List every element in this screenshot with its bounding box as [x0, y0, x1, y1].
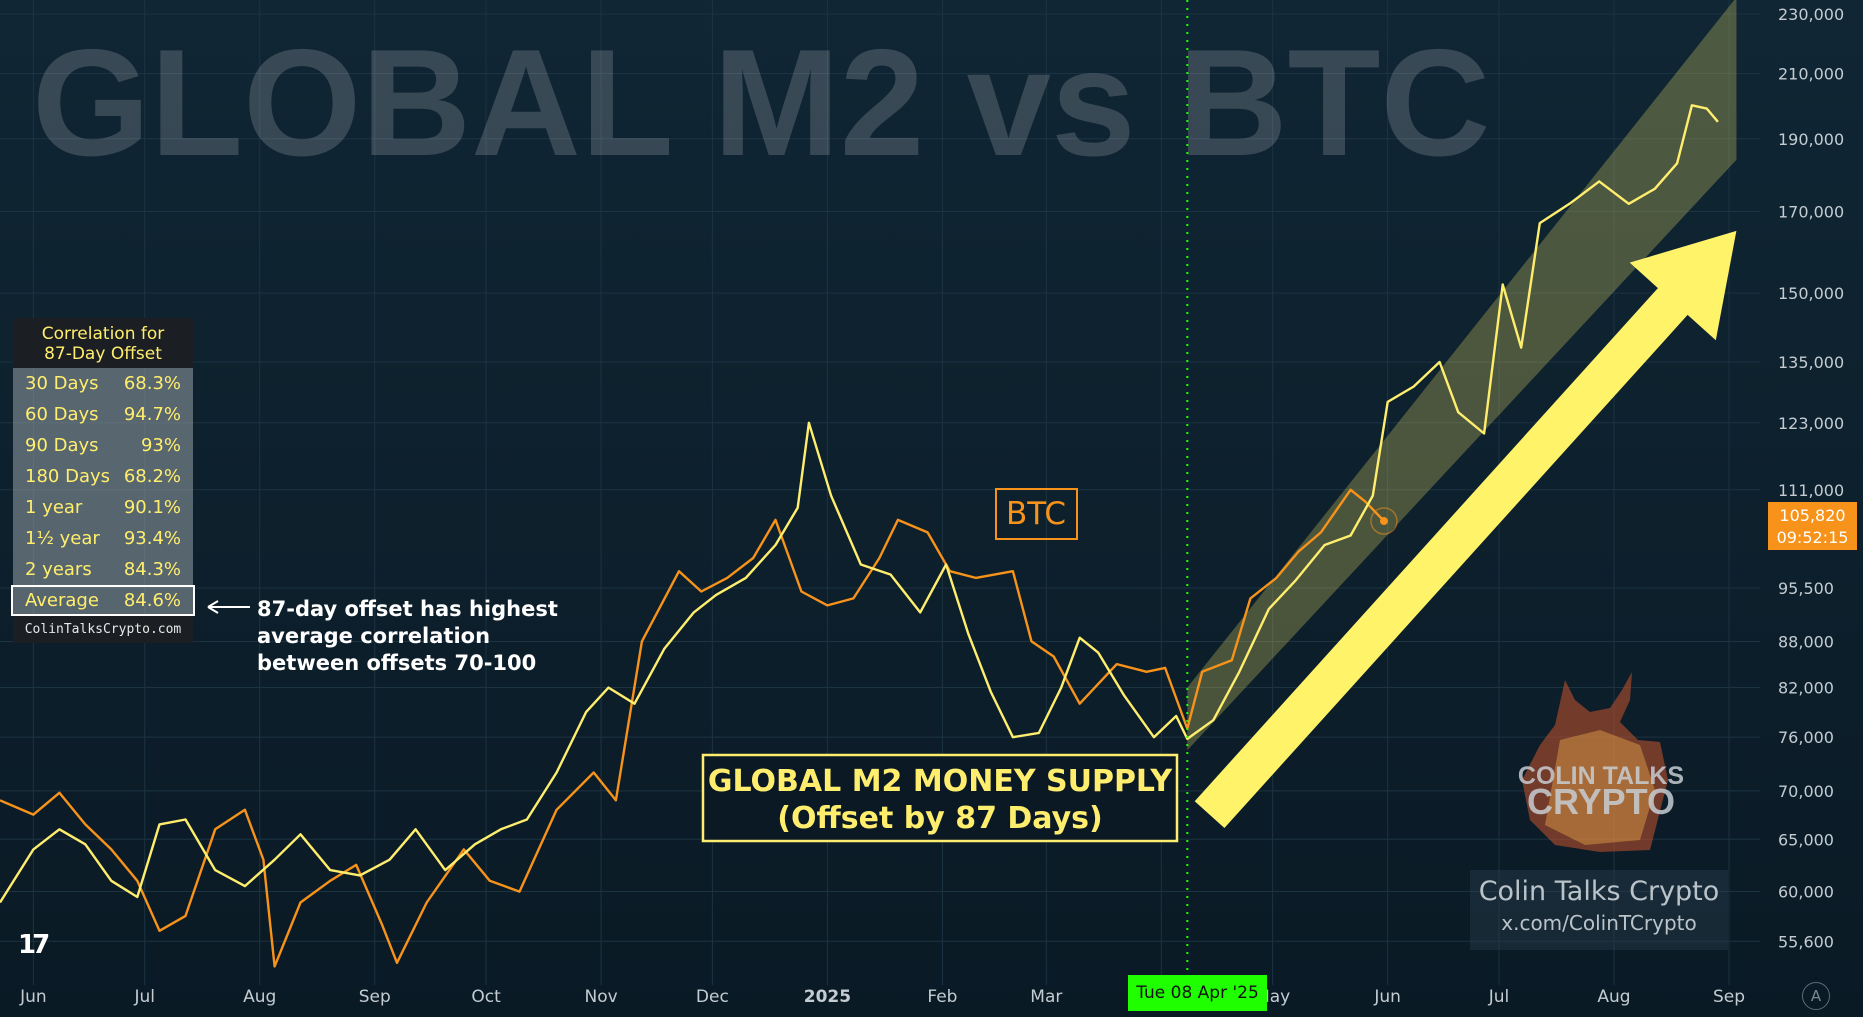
correlation-row: 90 Days 93%	[13, 430, 193, 461]
correlation-row: 180 Days 68.2%	[13, 461, 193, 492]
correlation-row-label: 180 Days	[25, 466, 110, 487]
y-tick-label: 82,000	[1778, 679, 1834, 698]
brand-handle[interactable]: x.com/ColinTCrypto	[1501, 911, 1697, 935]
x-tick-label: Jun	[19, 987, 47, 1007]
y-tick-label: 70,000	[1778, 782, 1834, 801]
note-arrow	[207, 600, 250, 614]
correlation-row-value: 68.3%	[123, 373, 181, 394]
x-tick-label: Aug	[1597, 987, 1630, 1007]
y-tick-label: 60,000	[1778, 883, 1834, 902]
last-price-value: 105,820	[1779, 506, 1846, 525]
auto-scale-button[interactable]: A	[1802, 982, 1830, 1010]
y-tick-label: 123,000	[1778, 414, 1844, 433]
y-tick-label: 210,000	[1778, 64, 1844, 83]
annotation-note-line1: 87-day offset has highest	[257, 597, 558, 621]
crosshair-date-label: Tue 08 Apr '25	[1128, 975, 1267, 1011]
correlation-row: 1 year 90.1%	[13, 492, 193, 523]
correlation-row-label: 1½ year	[25, 528, 100, 549]
brand-box: Colin Talks Crypto x.com/ColinTCrypto	[1470, 870, 1728, 950]
last-price-ring	[1370, 507, 1398, 535]
last-price-dot	[1379, 517, 1388, 526]
x-tick-label: Dec	[696, 987, 729, 1007]
btc-label-text: BTC	[1006, 496, 1066, 532]
x-tick-label: Nov	[584, 987, 617, 1007]
y-tick-label: 190,000	[1778, 130, 1844, 149]
correlation-row: 1½ year 93.4%	[13, 523, 193, 554]
annotation-note: 87-day offset has highest average correl…	[257, 596, 577, 677]
correlation-row: 2 years 84.3%	[13, 554, 193, 585]
x-tick-label: Sep	[359, 987, 391, 1007]
x-tick-label: Sep	[1713, 987, 1745, 1007]
y-tick-label: 55,600	[1778, 932, 1834, 951]
brand-logo-line2: CRYPTO	[1527, 781, 1675, 822]
trend-channel	[1187, 0, 1737, 751]
correlation-rows: 30 Days 68.3% 60 Days 94.7% 90 Days 93% 180 Da…	[13, 368, 193, 585]
correlation-row-label: 90 Days	[25, 435, 99, 456]
correlation-row: 30 Days 68.3%	[13, 368, 193, 399]
brand-name: Colin Talks Crypto	[1478, 876, 1720, 907]
y-axis: 230,000 210,000 190,000 170,000 150,000 135,0…	[1778, 5, 1844, 951]
last-price-tag: 105,820 09:52:15	[1768, 502, 1857, 550]
y-tick-label: 230,000	[1778, 5, 1844, 24]
correlation-average-row: Average 84.6%	[11, 585, 195, 616]
correlation-average-label: Average	[25, 590, 99, 611]
y-tick-label: 111,000	[1778, 481, 1844, 500]
trend-channel-band	[1187, 0, 1737, 751]
y-tick-label: 95,500	[1778, 579, 1834, 598]
grid-lines	[0, 0, 1760, 985]
x-tick-label: Oct	[471, 987, 501, 1007]
correlation-row-label: 1 year	[25, 497, 83, 518]
x-tick-label: Mar	[1030, 987, 1062, 1007]
correlation-row: 60 Days 94.7%	[13, 399, 193, 430]
m2-label-line2: (Offset by 87 Days)	[777, 801, 1103, 836]
btc-label: BTC	[995, 488, 1078, 540]
tradingview-logo-icon[interactable]: 17	[18, 930, 50, 960]
correlation-table-footer: ColinTalksCrypto.com	[13, 616, 193, 643]
trend-arrow	[1194, 230, 1737, 828]
m2-label-line1: GLOBAL M2 MONEY SUPPLY	[708, 764, 1174, 799]
correlation-row-value: 84.3%	[123, 559, 181, 580]
correlation-row-value: 94.7%	[123, 404, 181, 425]
m2-line	[0, 104, 1719, 904]
y-tick-label: 150,000	[1778, 284, 1844, 303]
y-tick-label: 170,000	[1778, 202, 1844, 221]
correlation-row-label: 30 Days	[25, 373, 99, 394]
correlation-row-label: 2 years	[25, 559, 92, 580]
brand-logo: COLIN TALKS CRYPTO	[1518, 672, 1684, 852]
x-tick-label: Aug	[243, 987, 276, 1007]
correlation-table-header: Correlation for 87-Day Offset	[13, 318, 193, 368]
x-tick-label: Jun	[1373, 987, 1401, 1007]
correlation-header-line2: 87-Day Offset	[44, 344, 162, 364]
correlation-table: Correlation for 87-Day Offset 30 Days 68.…	[11, 318, 195, 643]
y-tick-label: 76,000	[1778, 728, 1834, 747]
x-tick-label: Feb	[927, 987, 957, 1007]
correlation-header-line1: Correlation for	[41, 324, 165, 344]
annotation-note-line3: between offsets 70-100	[257, 651, 537, 675]
correlation-row-value: 90.1%	[123, 497, 181, 518]
annotation-note-line2: average correlation	[257, 624, 491, 648]
correlation-row-value: 68.2%	[123, 466, 181, 487]
trend-arrow-shape	[1194, 230, 1737, 828]
y-tick-label: 135,000	[1778, 353, 1844, 372]
x-tick-label: Jul	[1488, 987, 1510, 1007]
y-tick-label: 88,000	[1778, 632, 1834, 651]
x-tick-label: Jul	[133, 987, 155, 1007]
correlation-row-value: 93%	[140, 435, 181, 456]
x-tick-label: 2025	[804, 987, 851, 1007]
correlation-row-value: 93.4%	[123, 528, 181, 549]
y-tick-label: 65,000	[1778, 830, 1834, 849]
correlation-average-value: 84.6%	[123, 590, 181, 611]
m2-label: GLOBAL M2 MONEY SUPPLY (Offset by 87 Day…	[701, 753, 1179, 843]
correlation-row-label: 60 Days	[25, 404, 99, 425]
chart-title: GLOBAL M2 vs BTC	[32, 18, 1490, 188]
bar-countdown: 09:52:15	[1776, 528, 1849, 547]
brand-logo-line1: COLIN TALKS	[1518, 762, 1684, 790]
